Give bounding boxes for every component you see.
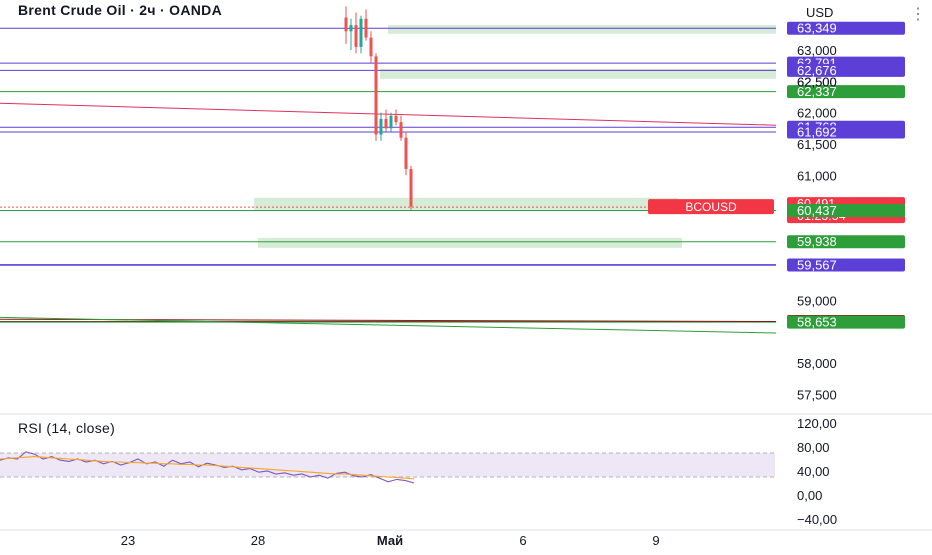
level-tag [787,235,905,249]
candle-body [344,17,348,32]
trendline [0,102,777,126]
time-tick-label: 23 [121,533,135,548]
candles-layer [344,6,413,210]
level-tag-label: 61,692 [797,124,837,139]
level-tag-label: 63,349 [797,21,837,36]
price-tick-label: 57,500 [797,387,837,402]
rsi-tick-label: 40,00 [797,464,830,479]
level-tag-label: 62,676 [797,63,837,78]
candle-body [354,25,358,47]
level-tag [787,85,905,99]
level-tag-label: 62,337 [797,84,837,99]
trendlines-layer [0,102,777,334]
candle-body [379,118,383,135]
trendline [0,316,777,334]
zones-layer [254,25,776,248]
symbol-tag [648,199,774,215]
rsi-band [0,453,775,477]
candle-body [384,118,388,129]
candle-body [374,56,378,135]
rsi-tick-label: 80,00 [797,440,830,455]
price-tick-label: 62,500 [797,74,837,89]
level-tag [787,63,905,77]
level-tag [787,204,905,218]
time-tick-label: 6 [519,533,526,548]
price-tick-label: 59,000 [797,293,837,308]
candle-body [349,25,353,32]
symbol-tag-label: BCOUSD [685,200,737,214]
candle-body [389,115,393,129]
level-tag [787,125,905,139]
dots-menu-icon[interactable]: ⋮ [910,6,926,23]
chart-title: Brent Crude Oil · 2ч · OANDA [18,2,222,18]
level-tag-label: 60,437 [797,203,837,218]
rsi-title: RSI (14, close) [18,420,116,436]
level-tag-label: 59,567 [797,257,837,272]
candle-body [399,122,403,138]
level-tag-label: 59,938 [797,234,837,249]
time-tick-label: 9 [652,533,659,548]
rsi-tick-label: −40,00 [797,512,837,527]
time-tick-label: Май [377,533,403,548]
rsi-line [0,451,415,484]
price-axis: 63,000 62,500 62,000 61,500 61,000 59,000 58,0… [797,43,837,402]
zone-rect [380,68,776,79]
level-tag [787,315,905,329]
candle-body [404,137,408,170]
time-axis: 23 28 Май 6 9 [0,529,932,548]
rsi-tick-label: 120,00 [797,416,837,431]
rsi-tick-label: 0,00 [797,488,822,503]
candle-body [364,18,368,38]
zone-rect [254,197,678,210]
zone-rect [258,237,682,248]
candle-body [409,169,413,207]
level-tag-label: 58,653 [797,315,837,330]
price-tick-label: 61,000 [797,168,837,183]
price-tick-label: 62,000 [797,106,837,121]
candle-body [369,37,373,57]
rsi-pane: 120,00 80,00 40,00 0,00 −40,00 [0,413,932,527]
level-tag [787,21,905,35]
rsi-ma-line [0,456,415,480]
zone-rect [388,25,776,34]
price-tick-label: 58,000 [797,356,837,371]
time-tick-label: 28 [251,533,265,548]
currency-label: USD [806,5,834,20]
level-labels-layer: 63,34962,79162,67662,33761,76861,69260,4… [787,21,905,330]
price-tick-label: 61,500 [797,137,837,152]
candle-body [359,18,363,47]
level-tag [787,258,905,272]
candle-body [394,115,398,123]
price-tick-label: 63,000 [797,43,837,58]
